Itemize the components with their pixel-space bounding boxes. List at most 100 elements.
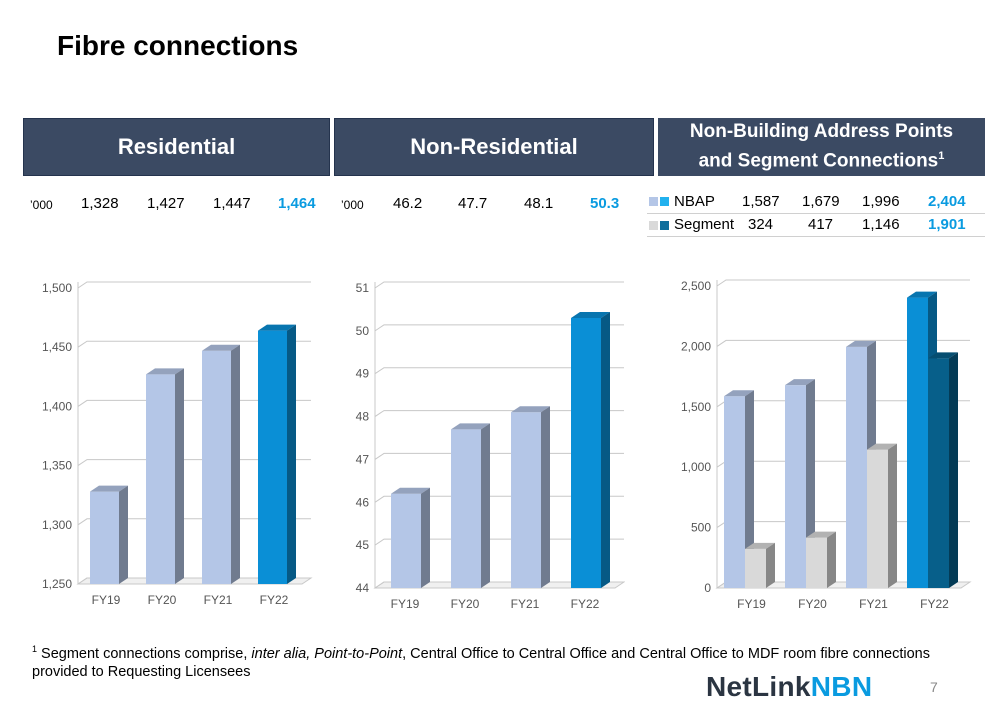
nbap-bar-s1-fy19 [745, 542, 775, 588]
nbap-value-fy21: 1,996 [862, 193, 900, 210]
nbap-header: Non-Building Address Points and Segment … [658, 118, 985, 176]
residential-ytick-label: 1,250 [42, 577, 72, 591]
residential-ytick-label: 1,400 [42, 399, 72, 413]
nbap-bar-s1-fy21-side [888, 443, 897, 588]
residential-bar-s0-fy21-front [202, 350, 231, 584]
segment-legend-swatch [660, 221, 669, 230]
nbap-xtick-label: FY19 [737, 597, 766, 611]
segment-value-fy21: 1,146 [862, 216, 900, 233]
non-residential-bar-s0-fy20-top [451, 423, 490, 430]
nbap-bar-s1-fy21-front [867, 449, 888, 588]
residential-values-row: ’000 1,328 1,427 1,447 1,464 [0, 194, 330, 214]
non-residential-ytick-label: 49 [356, 367, 370, 381]
non-residential-gridline [374, 324, 624, 332]
nbap-gridline [716, 279, 970, 287]
page-title: Fibre connections [57, 30, 299, 61]
footnote-italic: inter alia, Point-to-Point [251, 645, 403, 662]
residential-bar-s0-fy20-side [175, 368, 184, 584]
non-residential-ytick-label: 46 [356, 495, 370, 509]
residential-ytick-label: 1,450 [42, 340, 72, 354]
residential-bar-s0-fy20-front [146, 374, 175, 584]
non-residential-bar-s0-fy20 [451, 423, 490, 588]
nbap-gridline [716, 339, 970, 347]
non-residential-value-fy19: 46.2 [393, 195, 423, 212]
residential-bar-s0-fy19-top [90, 485, 128, 492]
nbap-bar-s0-fy19-front [724, 396, 745, 588]
nbap-row-label: NBAP [674, 193, 715, 210]
nbap-xtick-label: FY20 [798, 597, 827, 611]
non-residential-bar-s0-fy22 [571, 312, 610, 588]
non-residential-bar-s0-fy19-side [421, 487, 430, 588]
nbap-bar-s0-fy21-front [846, 346, 867, 588]
nbap-table-divider [647, 213, 985, 214]
nbap-bar-s1-fy19-side [766, 542, 775, 588]
residential-gridline [77, 281, 311, 289]
nbap-bar-s1-fy22-front [928, 358, 949, 588]
non-residential-bar-s0-fy19-top [391, 487, 430, 494]
nbap-bar-s1-fy19-front [745, 548, 766, 588]
nbap-ytick-label: 1,500 [681, 400, 711, 414]
non-residential-gridline [374, 367, 624, 375]
nbap-header-line2-wrap: and Segment Connections1 [690, 144, 953, 173]
nbap-ytick-label: 2,000 [681, 339, 711, 353]
nbap-bar-s0-fy19-side [745, 390, 754, 588]
footnote: 1 Segment connections comprise, inter al… [32, 640, 932, 681]
residential-value-fy19: 1,328 [81, 195, 119, 212]
non-residential-ytick-label: 44 [356, 581, 370, 595]
non-residential-bar-s0-fy22-front [571, 318, 601, 588]
non-residential-ytick-label: 47 [356, 452, 370, 466]
nbap-bar-s1-fy20-top [806, 531, 836, 538]
residential-bar-s0-fy20-top [146, 368, 184, 375]
footnote-mark: 1 [32, 644, 38, 654]
non-residential-bar-s0-fy22-side [601, 312, 610, 588]
nbap-bar-s0-fy20-front [785, 385, 806, 588]
nbap-xtick-label: FY21 [859, 597, 888, 611]
residential-chart: 1,250 1,300 1,350 1,400 1,450 1,500 FY19 FY20 FY… [42, 281, 313, 607]
nbap-value-fy20: 1,679 [802, 193, 840, 210]
non-residential-xtick-label: FY19 [391, 597, 420, 611]
residential-ytick-label: 1,300 [42, 518, 72, 532]
non-residential-header: Non-Residential [334, 118, 654, 176]
nbap-bar-s1-fy20-side [827, 531, 836, 588]
non-residential-bar-s0-fy21-front [511, 412, 541, 588]
non-residential-chart: 44 45 46 47 48 49 50 51 FY19 FY20 FY21 FY22 [356, 281, 625, 611]
netlink-nbn-logo: NetLinkNBN [706, 671, 872, 703]
residential-ytick-label: 1,500 [42, 281, 72, 295]
residential-bar-s0-fy21 [202, 344, 240, 584]
footnote-text-2: , Central Office to Central Office and C… [32, 645, 930, 680]
segment-legend-light-swatch [649, 221, 658, 230]
nbap-bar-s0-fy22-front [907, 297, 928, 588]
residential-xtick-label: FY20 [148, 593, 177, 607]
nbap-bar-s1-fy22-side [949, 352, 958, 588]
nbap-bar-s1-fy21-top [867, 443, 897, 450]
non-residential-value-fy21: 48.1 [524, 195, 554, 212]
nbap-bar-s1-fy21 [867, 443, 897, 588]
non-residential-bar-s0-fy19 [391, 487, 430, 588]
non-residential-bar-s0-fy21 [511, 406, 550, 588]
residential-bar-s0-fy22-front [258, 330, 287, 584]
non-residential-values-row: ’000 46.2 47.7 48.1 50.3 [0, 194, 660, 214]
non-residential-xtick-label: FY21 [511, 597, 540, 611]
nbap-header-footnote-mark: 1 [938, 150, 945, 163]
footnote-text-1: Segment connections comprise, [37, 645, 252, 662]
nbap-bar-s1-fy20-front [806, 537, 827, 588]
non-residential-value-fy22: 50.3 [590, 195, 620, 212]
nbap-bar-s1-fy22-top [928, 352, 958, 359]
nbap-legend-swatch [660, 197, 669, 206]
logo-netlink: NetLink [706, 671, 811, 702]
non-residential-bar-s0-fy21-side [541, 406, 550, 588]
nbap-bar-s0-fy21-top [846, 340, 876, 347]
non-residential-bar-s0-fy22-top [571, 312, 610, 318]
nbap-value-fy22: 2,404 [928, 193, 966, 210]
page-number: 7 [930, 679, 938, 695]
residential-value-fy22: 1,464 [278, 195, 316, 212]
segment-value-fy22: 1,901 [928, 216, 966, 233]
residential-bar-s0-fy20 [146, 368, 184, 584]
nbap-segment-chart: 0 500 1,000 1,500 2,000 2,500 FY19 FY20 FY21 FY22 [681, 279, 972, 611]
nbap-bar-s0-fy19-top [724, 390, 754, 397]
nbap-bar-s1-fy19-top [745, 542, 775, 549]
residential-gridline [77, 340, 311, 348]
nbap-ytick-label: 500 [691, 521, 711, 535]
residential-bar-s0-fy22-side [287, 324, 296, 584]
nbap-bar-s1-fy20 [806, 531, 836, 588]
